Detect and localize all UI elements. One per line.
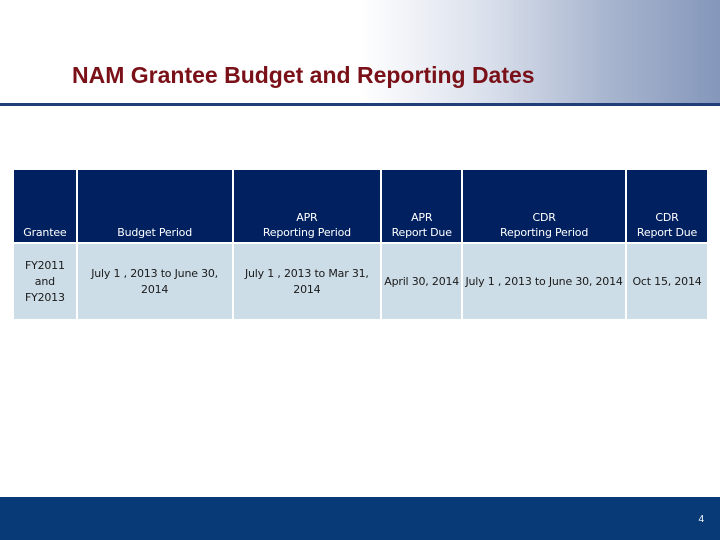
- cell-cdr-reporting-period: July 1 , 2013 to June 30, 2014: [463, 244, 626, 319]
- header-band: [0, 0, 720, 104]
- cell-grantee: FY2011 and FY2013: [14, 244, 76, 319]
- col-header-apr-reporting-period: APR Reporting Period: [233, 170, 381, 242]
- col-header-grantee: Grantee: [14, 170, 76, 242]
- col-header-apr-report-due: APR Report Due: [382, 170, 462, 242]
- page-number: 4: [698, 514, 704, 525]
- table-row: FY2011 and FY2013 July 1 , 2013 to June …: [14, 244, 707, 319]
- cell-apr-report-due: April 30, 2014: [382, 244, 462, 319]
- col-header-cdr-reporting-period: CDR Reporting Period: [463, 170, 626, 242]
- table-header-row: Grantee Budget Period APR Reporting Peri…: [14, 170, 707, 242]
- col-header-budget-period: Budget Period: [77, 170, 232, 242]
- title-divider: [0, 103, 720, 106]
- cell-cdr-report-due: Oct 15, 2014: [627, 244, 707, 319]
- budget-reporting-table: Grantee Budget Period APR Reporting Peri…: [12, 168, 709, 321]
- footer-bar: 4: [0, 497, 720, 540]
- col-header-cdr-report-due: CDR Report Due: [627, 170, 707, 242]
- cell-budget-period: July 1 , 2013 to June 30, 2014: [77, 244, 232, 319]
- slide-title: NAM Grantee Budget and Reporting Dates: [72, 62, 535, 88]
- cell-apr-reporting-period: July 1 , 2013 to Mar 31, 2014: [233, 244, 381, 319]
